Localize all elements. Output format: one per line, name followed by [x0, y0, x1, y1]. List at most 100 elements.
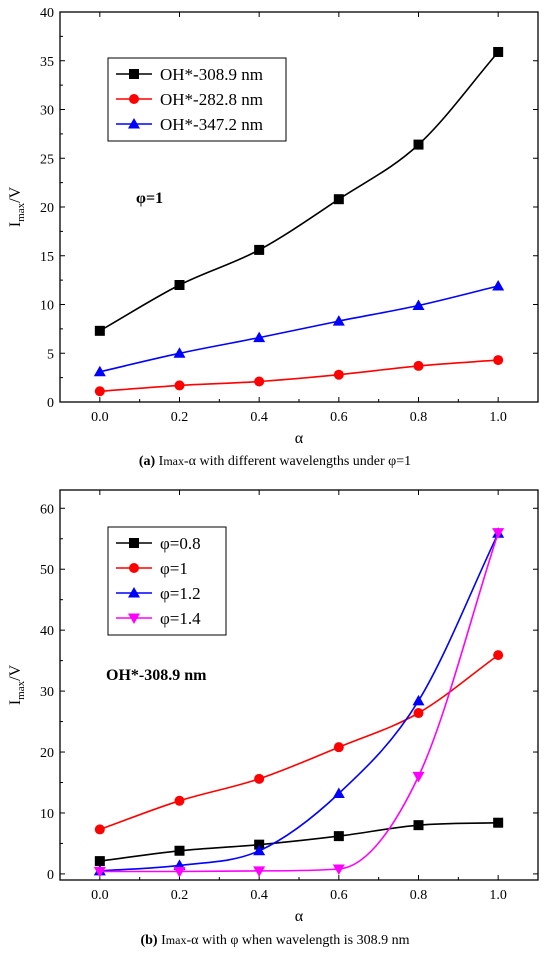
data-point-b-0-8-5 — [493, 817, 504, 828]
series-line-a-oh-282-8-nm — [99, 359, 499, 393]
data-point-b-1-4-2 — [253, 866, 266, 877]
data-point-a-oh-347-2-nm-3 — [332, 315, 345, 326]
x-tick-label-b-0: 0.0 — [91, 888, 109, 903]
x-tick-label-b-4: 0.8 — [410, 888, 428, 903]
data-point-b-1-4-1 — [173, 866, 186, 878]
x-tick-label-b-1: 0.2 — [171, 888, 189, 903]
caption-b-text: -α with φ when wavelength is 308.9 nm — [186, 933, 410, 948]
x-tick-label-b-2: 0.4 — [250, 888, 268, 903]
series-a-oh-347-2-nm — [93, 279, 505, 377]
caption-b: (b) Imax-α with φ when wavelength is 308… — [0, 933, 550, 949]
data-point-a-oh-282-8-nm-2 — [254, 376, 265, 387]
x-axis-label-b: α — [295, 908, 304, 925]
caption-b-sub: max — [165, 933, 187, 947]
data-point-a-oh-308-9-nm-0 — [94, 325, 105, 336]
x-tick-label-a-2: 0.4 — [250, 410, 268, 425]
y-tick-label-b-6: 60 — [40, 502, 54, 517]
data-point-b-1-4 — [413, 708, 424, 719]
x-axis-label-a: α — [295, 430, 304, 447]
series-line-b-1 — [99, 654, 499, 831]
caption-a-sub: max — [163, 454, 184, 468]
data-point-a-oh-282-8-nm-5 — [493, 355, 504, 366]
y-tick-label-b-5: 50 — [40, 563, 54, 578]
y-tick-label-a-1: 5 — [47, 347, 54, 362]
x-tick-label-a-3: 0.6 — [330, 410, 348, 425]
data-point-a-oh-308-9-nm-1 — [174, 280, 185, 290]
legend-a: OH*-308.9 nm OH*-282.8 nm OH*-347.2 nm — [107, 57, 287, 142]
y-tick-label-a-2: 10 — [40, 299, 54, 314]
series-b-1 — [94, 650, 504, 835]
y-tick-label-b-2: 20 — [40, 746, 54, 761]
data-point-a-oh-282-8-nm-4 — [413, 360, 424, 371]
data-point-b-1-2-4 — [412, 694, 425, 706]
legend-marker-b-0 — [129, 538, 139, 548]
data-point-a-oh-282-8-nm-0 — [94, 386, 105, 397]
data-point-a-oh-308-9-nm-3 — [333, 194, 344, 205]
legend-label-b-3: φ=1.4 — [160, 609, 201, 628]
legend-marker-b-3 — [128, 613, 140, 624]
data-point-b-1-4-3 — [332, 864, 345, 876]
data-point-a-oh-308-9-nm-5 — [493, 46, 504, 57]
x-tick-label-b-3: 0.6 — [330, 888, 348, 903]
series-line-a-oh-347-2-nm — [99, 285, 499, 373]
data-point-a-oh-347-2-nm-5 — [492, 279, 505, 291]
data-point-b-1-4-0 — [93, 866, 106, 878]
data-point-b-0-8-0 — [94, 856, 105, 867]
data-point-b-1-2-2 — [253, 844, 266, 856]
data-point-b-1-2-3 — [332, 787, 345, 798]
data-point-b-0-8-1 — [174, 845, 185, 856]
data-point-b-1-3 — [333, 742, 344, 753]
legend-label-a-0: OH*-308.9 nm — [160, 65, 263, 84]
y-tick-label-a-7: 35 — [40, 55, 54, 70]
annotation-b: OH*-308.9 nm — [106, 667, 207, 684]
data-point-b-1-5 — [493, 650, 504, 661]
series-line-b-0-8 — [99, 821, 499, 862]
x-tick-label-a-0: 0.0 — [91, 410, 109, 425]
data-point-a-oh-347-2-nm-4 — [412, 299, 425, 310]
x-tick-label-a-4: 0.8 — [410, 410, 428, 425]
legend-label-b-1: φ=1 — [160, 559, 188, 578]
series-line-a-oh-308-9-nm — [99, 51, 499, 332]
data-point-a-oh-308-9-nm-4 — [413, 139, 424, 150]
data-point-b-0-8-4 — [413, 820, 424, 831]
y-tick-label-b-0: 0 — [47, 868, 54, 883]
caption-a: (a) Imax-α with different wavelengths un… — [0, 454, 550, 470]
series-b-0-8 — [94, 817, 504, 867]
series-b-1-2 — [93, 527, 505, 876]
caption-b-panel-label: (b) — [140, 933, 158, 948]
data-point-a-oh-282-8-nm-1 — [174, 380, 185, 391]
series-b-1-4 — [93, 528, 505, 878]
y-tick-label-a-6: 30 — [40, 104, 54, 119]
legend-marker-b-2 — [128, 587, 140, 598]
y-axis-label-a: Imax/V — [7, 186, 27, 227]
caption-a-text: -α with different wavelengths under φ=1 — [184, 454, 412, 469]
data-point-b-1-4-5 — [492, 528, 505, 539]
data-point-b-0-8-3 — [333, 831, 344, 842]
legend-label-a-2: OH*-347.2 nm — [160, 115, 263, 134]
caption-b-var: I — [161, 933, 166, 948]
caption-a-panel-label: (a) — [138, 454, 156, 469]
chart-panel-b: 0.0 0.2 0.4 0.6 0.8 1.0 0 10 20 30 40 50 60 α Imax/V φ=… — [7, 489, 539, 925]
x-tick-label-a-5: 1.0 — [489, 410, 507, 425]
y-tick-label-a-0: 0 — [47, 396, 54, 411]
y-tick-label-b-4: 40 — [40, 624, 54, 639]
data-point-a-oh-347-2-nm-2 — [253, 331, 266, 343]
series-a-oh-282-8-nm — [94, 355, 504, 397]
legend-label-b-0: φ=0.8 — [160, 534, 201, 553]
legend-label-b-2: φ=1.2 — [160, 584, 201, 603]
data-point-a-oh-282-8-nm-3 — [333, 369, 344, 380]
chart-panel-a: 0.0 0.2 0.4 0.6 0.8 1.0 0 5 10 15 20 25 30 35 40 α Imax/… — [7, 6, 539, 447]
data-point-a-oh-347-2-nm-0 — [93, 365, 106, 377]
legend-marker-a-0 — [129, 69, 139, 79]
y-tick-label-a-4: 20 — [40, 201, 54, 216]
data-point-b-1-1 — [174, 795, 185, 806]
y-tick-label-a-5: 25 — [40, 152, 54, 167]
y-tick-label-b-1: 10 — [40, 807, 54, 822]
caption-a-var: I — [158, 454, 164, 469]
series-a-oh-308-9-nm — [94, 46, 504, 336]
x-tick-label-a-1: 0.2 — [171, 410, 189, 425]
legend-label-a-1: OH*-282.8 nm — [160, 90, 263, 109]
y-tick-label-a-3: 15 — [40, 250, 54, 265]
y-axis-label-b: Imax/V — [7, 664, 27, 705]
